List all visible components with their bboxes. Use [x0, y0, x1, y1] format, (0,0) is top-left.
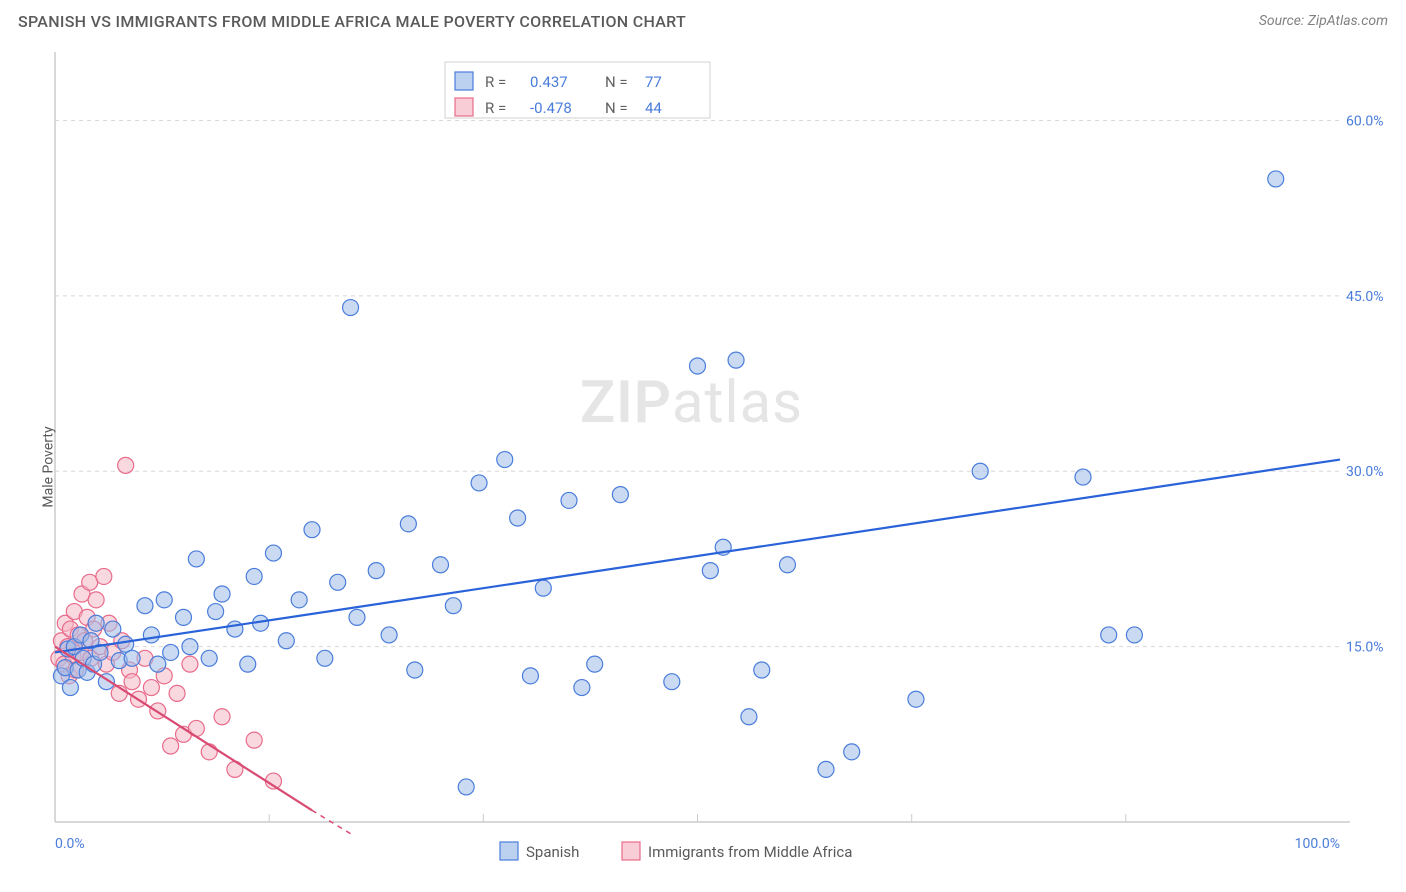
y-tick-label: 60.0%: [1346, 113, 1384, 129]
data-point: [522, 668, 538, 684]
x-tick-label: 0.0%: [55, 836, 85, 852]
data-point: [143, 680, 159, 696]
data-point: [368, 563, 384, 579]
source-name: ZipAtlas.com: [1308, 13, 1388, 29]
data-point: [458, 779, 474, 795]
legend-swatch: [622, 842, 640, 860]
data-point: [400, 516, 416, 532]
data-point: [741, 709, 757, 725]
legend-n-label: N =: [605, 73, 628, 91]
data-point: [246, 568, 262, 584]
legend-r-value: 0.437: [530, 73, 568, 91]
correlation-scatter-chart: 15.0% 30.0% 45.0% 60.0% 0.0% 100.0% ZIPatlas R …: [0, 42, 1406, 892]
data-point: [612, 487, 628, 503]
data-point: [343, 300, 359, 316]
data-point: [574, 680, 590, 696]
x-tick-label: 100.0%: [1295, 836, 1340, 852]
data-point: [510, 510, 526, 526]
data-point: [118, 457, 134, 473]
data-point: [156, 592, 172, 608]
data-point: [240, 656, 256, 672]
data-point: [754, 662, 770, 678]
data-point: [587, 656, 603, 672]
data-point: [1101, 627, 1117, 643]
data-point: [908, 691, 924, 707]
data-point: [201, 744, 217, 760]
legend-swatch: [500, 842, 518, 860]
data-point: [182, 639, 198, 655]
data-point: [844, 744, 860, 760]
data-point: [88, 592, 104, 608]
data-point: [201, 650, 217, 666]
data-point: [105, 621, 121, 637]
data-point: [176, 609, 192, 625]
y-tick-label: 15.0%: [1346, 640, 1384, 656]
data-point: [214, 586, 230, 602]
chart-title: SPANISH VS IMMIGRANTS FROM MIDDLE AFRICA…: [18, 12, 686, 31]
data-point: [445, 598, 461, 614]
legend-n-label: N =: [605, 99, 628, 117]
data-point: [227, 621, 243, 637]
data-point: [124, 674, 140, 690]
data-point: [265, 545, 281, 561]
data-point: [143, 627, 159, 643]
data-point: [381, 627, 397, 643]
data-point: [728, 352, 744, 368]
series-spanish: [53, 171, 1283, 795]
chart-source: Source: ZipAtlas.com: [1259, 13, 1388, 29]
y-axis-label: Male Poverty: [41, 426, 57, 507]
watermark: ZIPatlas: [580, 369, 803, 437]
data-point: [349, 609, 365, 625]
data-point: [208, 604, 224, 620]
data-point: [163, 644, 179, 660]
data-point: [150, 656, 166, 672]
data-point: [124, 650, 140, 666]
y-tick-label: 45.0%: [1346, 289, 1384, 305]
data-point: [433, 557, 449, 573]
legend-n-value: 44: [645, 99, 662, 117]
data-point: [188, 551, 204, 567]
data-point: [535, 580, 551, 596]
data-point: [278, 633, 294, 649]
legend-n-value: 77: [645, 73, 662, 91]
data-point: [1075, 469, 1091, 485]
data-point: [304, 522, 320, 538]
data-point: [317, 650, 333, 666]
data-point: [291, 592, 307, 608]
source-prefix: Source:: [1259, 13, 1308, 29]
legend-swatch: [455, 98, 473, 116]
data-point: [471, 475, 487, 491]
data-point: [163, 738, 179, 754]
trend-line: [55, 647, 312, 811]
data-point: [214, 709, 230, 725]
data-point: [407, 662, 423, 678]
legend-series-label: Spanish: [526, 843, 579, 861]
data-point: [169, 685, 185, 701]
data-point: [702, 563, 718, 579]
legend-r-value: -0.478: [530, 99, 572, 117]
data-point: [690, 358, 706, 374]
y-tick-label: 30.0%: [1346, 464, 1384, 480]
data-point: [246, 732, 262, 748]
data-point: [88, 615, 104, 631]
legend-r-label: R =: [485, 99, 506, 117]
data-point: [779, 557, 795, 573]
data-point: [664, 674, 680, 690]
data-point: [1126, 627, 1142, 643]
legend-r-label: R =: [485, 73, 506, 91]
data-point: [1268, 171, 1284, 187]
data-point: [561, 492, 577, 508]
trend-line: [55, 460, 1340, 653]
data-point: [330, 574, 346, 590]
data-point: [96, 568, 112, 584]
legend-series-label: Immigrants from Middle Africa: [648, 843, 852, 861]
data-point: [182, 656, 198, 672]
data-point: [818, 761, 834, 777]
data-point: [62, 680, 78, 696]
data-point: [497, 452, 513, 468]
legend-swatch: [455, 72, 473, 90]
data-point: [972, 463, 988, 479]
data-point: [137, 598, 153, 614]
